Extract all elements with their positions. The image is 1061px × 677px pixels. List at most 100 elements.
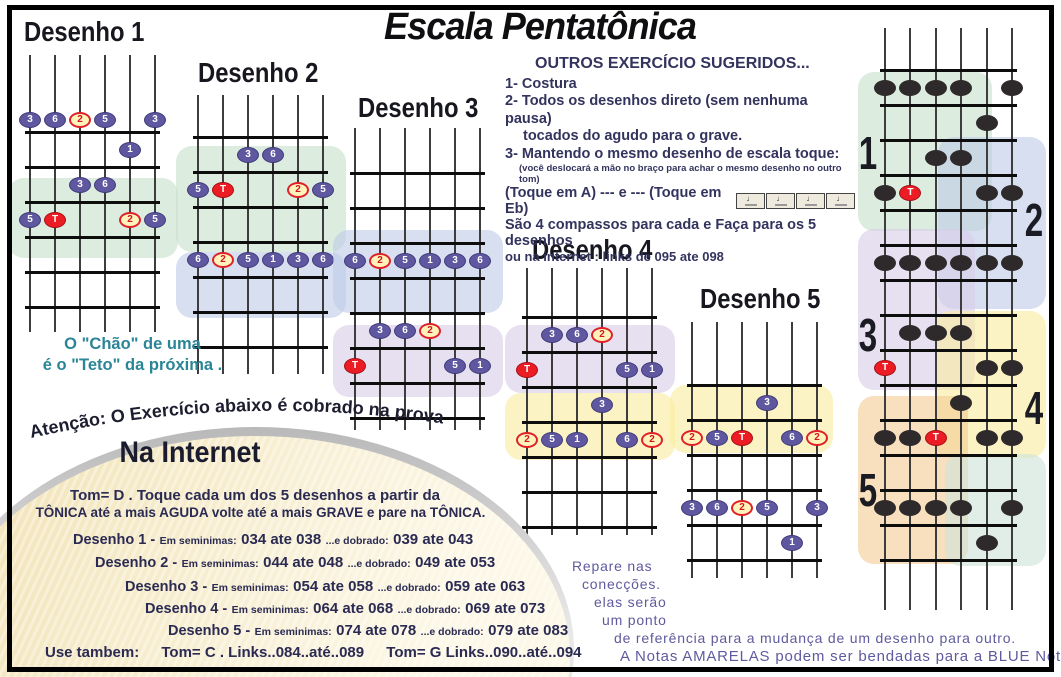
outros-item-2b: tocados do agudo para o grave. [523,128,743,145]
scale-dot [899,429,922,446]
fret-line [687,383,822,387]
note-5: 5 [394,252,416,269]
outros-item-1: 1- Costura [505,76,577,92]
fret-line [880,348,1017,352]
measure-note-icon: ♩ [736,192,765,209]
note-5: 5 [94,112,116,128]
note-1: 1 [641,361,663,378]
string-6 [1011,28,1013,610]
note-2: 2 [69,112,91,128]
fret-line [25,200,160,204]
string-2 [222,95,224,374]
fret-line [880,453,1017,457]
svg-text:Atenção: O Exercício abaixo é: Atenção: O Exercício abaixo é cobrado na… [28,395,447,442]
desenho-4-title: Desenho 4 [532,234,653,265]
string-6 [816,322,818,578]
scale-dot [975,114,998,131]
note-3: 3 [69,176,91,193]
scale-dot [975,429,998,446]
scale-dot [1001,499,1023,516]
measure-note-icon: ♩ [766,192,795,209]
fret-line [193,205,328,209]
repare-line-6: A Notas AMARELAS podem ser bendadas para… [620,648,1061,666]
fret-line [687,453,822,457]
toque-text: (Toque em A) --- e --- (Toque em Eb) [505,184,722,217]
fret-line [880,103,1017,107]
use-label: Use tambem: [45,644,140,661]
note-2: 2 [119,211,141,228]
position-label-3: 3 [858,309,878,361]
fret-line [880,173,1017,177]
internet-row-desenho-5: Desenho 5 - Em seminimas: 074 ate 078 ..… [168,622,569,639]
desenho-1-title: Desenho 1 [24,16,145,47]
position-label-2: 2 [1024,194,1044,246]
string-1 [691,322,693,578]
note-6: 6 [344,252,366,269]
string-1 [526,268,528,535]
string-6 [322,95,324,374]
string-3 [934,28,937,610]
fret-line [193,345,328,349]
tonic-note: T [924,429,947,446]
string-3 [247,95,249,374]
string-6 [651,268,653,535]
fret-line [522,420,657,424]
string-1 [197,95,199,374]
repare-note: Repare nas conecções. elas serão um pont… [568,558,1061,668]
fret-line [880,383,1017,387]
string-5 [791,322,793,578]
atencao-arc: Atenção: O Exercício abaixo é cobrado na… [28,395,447,442]
note-3: 3 [237,146,259,163]
note-3: 3 [591,396,613,413]
internet-row-desenho-2: Desenho 2 - Em seminimas: 044 ate 048 ..… [95,554,496,571]
note-3: 3 [541,326,563,343]
note-1: 1 [566,431,588,448]
desenho-2-title: Desenho 2 [198,57,319,88]
note-2: 2 [212,251,234,268]
string-2 [54,55,56,332]
outros-sao: São 4 compassos para cada e Faça para os… [505,216,817,249]
note-1: 1 [419,252,441,269]
note-2: 2 [731,499,753,516]
note-6: 6 [616,431,638,448]
repare-line-5: de referência para a mudança de um desen… [614,630,1016,647]
string-2 [551,268,553,535]
fret-line [25,130,160,134]
string-4 [766,322,768,578]
desenho-4-region-yellow [505,393,675,460]
scale-dot [1001,359,1023,376]
note-6: 6 [44,112,66,128]
fret-line [193,275,328,279]
note-6: 6 [706,499,728,516]
scale-dot [950,149,973,166]
fret-line [350,346,485,350]
desenho-5-title: Desenho 5 [700,283,821,314]
fret-line [880,208,1017,212]
full-neck: T T T 1 2 3 4 5 [856,28,1048,618]
string-2 [716,322,718,578]
fret-line [25,165,160,169]
fret-line [25,235,160,239]
chao-teto-note: O "Chão" de uma é o "Teto" da próxima . [20,334,245,375]
string-4 [960,28,963,610]
note-5: 5 [706,429,728,446]
scale-dot [874,79,896,96]
scale-dot [924,254,947,271]
string-3 [741,322,743,578]
scale-dot [924,149,947,166]
note-2: 2 [516,431,538,448]
scale-dot [874,254,896,271]
scale-dot [950,394,973,411]
scale-dot [1001,184,1023,201]
atencao-text: Atenção: O Exercício abaixo é cobrado na… [28,395,447,442]
note-6: 6 [187,251,209,268]
repare-line-4: um ponto [602,612,667,629]
note-5: 5 [187,181,209,198]
string-1 [884,28,886,610]
measure-note-icon: ♩ [796,192,825,209]
fret-line [350,416,485,420]
